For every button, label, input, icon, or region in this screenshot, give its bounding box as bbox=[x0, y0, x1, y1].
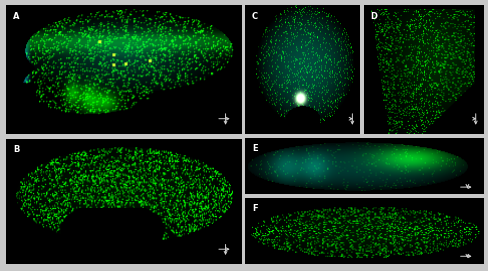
Text: E: E bbox=[252, 144, 258, 153]
Text: A: A bbox=[13, 12, 20, 21]
Text: B: B bbox=[13, 145, 20, 154]
Text: C: C bbox=[251, 12, 257, 21]
Text: F: F bbox=[252, 204, 258, 214]
Text: D: D bbox=[369, 12, 377, 21]
